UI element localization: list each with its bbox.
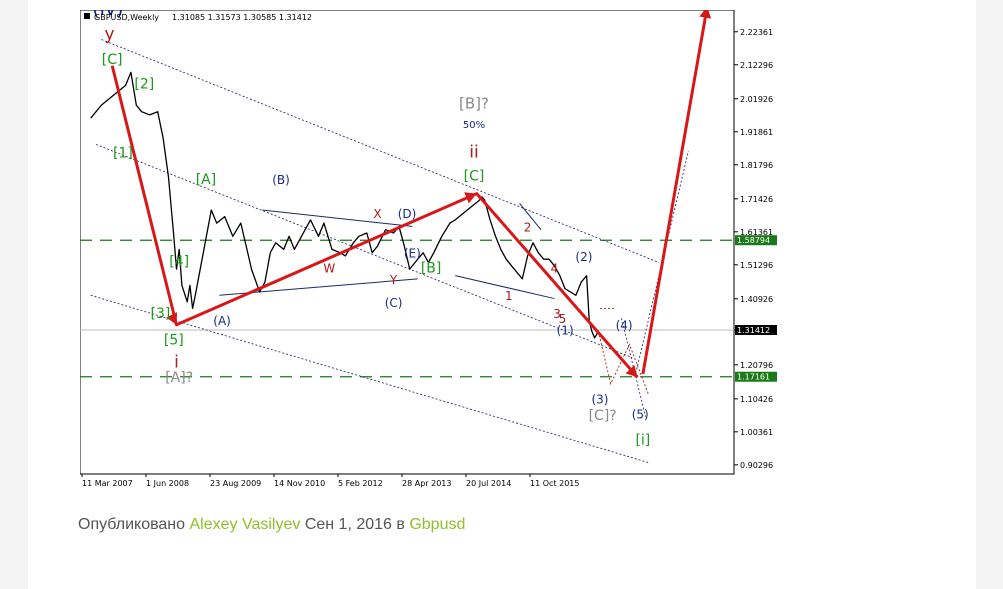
wave-label: [C]? [589,408,617,424]
wave-label: [C] [102,52,123,68]
y-tick-label: 2.12296 [740,61,773,70]
wave-label: [C] [464,169,485,185]
channel-upper [101,39,660,263]
wave-label: (1) [557,324,574,338]
wave-label: [i] [635,432,650,448]
x-tick-label: 20 Jul 2014 [466,479,511,488]
wave-label: (D) [398,207,417,221]
wave-label: (4) [616,319,633,333]
wave-label: 2 [524,220,532,234]
x-tick-label: 11 Oct 2015 [530,479,579,488]
arrowhead-2 [464,192,477,204]
wave-label: ii [469,143,478,163]
y-tick-label: 1.71426 [740,195,773,204]
wave-label: 50% [463,120,485,131]
wave-label: (E) [404,247,421,261]
wave-path-arrow [110,65,639,379]
y-tick-label: 0.90296 [740,461,773,470]
wave-label: [3] [150,306,170,322]
wave-label: i [174,352,179,372]
y-tick-label: 1.20796 [740,361,773,370]
gbpusd-weekly-chart: (iv)y[C][2][1][A][4][3][5]i[A]?(A)(B)WXY… [79,0,780,490]
wave-label: (5) [632,407,649,421]
price-tag-label: 1.58794 [737,236,770,245]
y-tick-label: 2.01926 [740,95,773,104]
wave-label: [B] [421,260,442,276]
ohlc-label: 1.31085 1.31573 1.30585 1.31412 [172,13,312,22]
wedge-line-2 [519,203,542,231]
price-series-line [90,71,599,339]
x-tick-label: 11 Mar 2007 [82,479,133,488]
y-tick-label: 1.10426 [740,395,773,404]
wave-label: (A) [213,314,231,328]
post-byline: Опубликовано Alexey Vasilyev Сен 1, 2016… [78,516,465,534]
wave-up-arrow [641,6,709,375]
chart-svg: (iv)y[C][2][1][A][4][3][5]i[A]?(A)(B)WXY… [79,0,777,488]
arrowhead-4 [699,6,712,19]
plot-frame [79,9,735,475]
x-tick-label: 14 Nov 2010 [274,479,325,488]
y-tick-label: 1.40926 [740,295,773,304]
arrowhead-3 [625,365,638,378]
arrowhead-1 [166,312,178,325]
symbol-label: GBPUSD,Weekly [94,13,159,22]
x-tick-label: 1 Jun 2008 [146,479,189,488]
wave-label: X [373,207,381,221]
y-tick-label: 1.51296 [740,261,773,270]
byline-prefix: Опубликовано [78,516,186,533]
wave-label: [4] [169,254,189,270]
wave-label: W [323,261,335,275]
wave-label: 1 [505,289,513,303]
content-area: (iv)y[C][2][1][A][4][3][5]i[A]?(A)(B)WXY… [28,0,976,589]
wave-label: (C) [385,296,403,310]
y-tick-label: 1.81796 [740,161,773,170]
y-tick-label: 1.00361 [740,428,773,437]
projection-path-down [621,318,646,417]
wave-label: 4 [551,261,559,275]
wave-label: (B) [272,173,290,187]
triangle-top [262,209,413,227]
wave-label: [5] [164,332,184,348]
wave-label: [A]? [165,370,193,386]
wave-label: [B]? [459,94,489,112]
price-tag [735,235,777,246]
price-tag [735,371,777,382]
wave-label: 5 [559,312,567,326]
wave-label: (2) [575,250,592,264]
category-link[interactable]: Gbpusd [409,516,466,533]
y-tick-label: 2.22361 [740,28,773,37]
wedge-line [455,275,555,300]
wave-label: [A] [196,172,217,188]
wave-label: (3) [591,392,608,406]
wave-label: Y [389,273,398,287]
y-tick-label: 1.61361 [740,228,773,237]
x-tick-label: 23 Aug 2009 [210,479,261,488]
wave-label: 3 [553,307,561,321]
author-link[interactable]: Alexey Vasilyev [189,516,301,533]
x-tick-label: 28 Apr 2013 [402,479,451,488]
byline-date: Сен 1, 2016 в [304,516,405,533]
price-tag [735,325,777,336]
channel-middle [95,144,633,358]
x-tick-label: 5 Feb 2012 [338,479,383,488]
y-tick-label: 1.91861 [740,128,773,137]
wave-label: y [104,25,114,45]
wave-label: [2] [134,77,154,93]
symbol-marker [84,13,90,19]
wave-label: [1] [113,146,133,162]
price-tag-label: 1.31412 [737,326,770,335]
price-tag-label: 1.17161 [737,373,770,382]
